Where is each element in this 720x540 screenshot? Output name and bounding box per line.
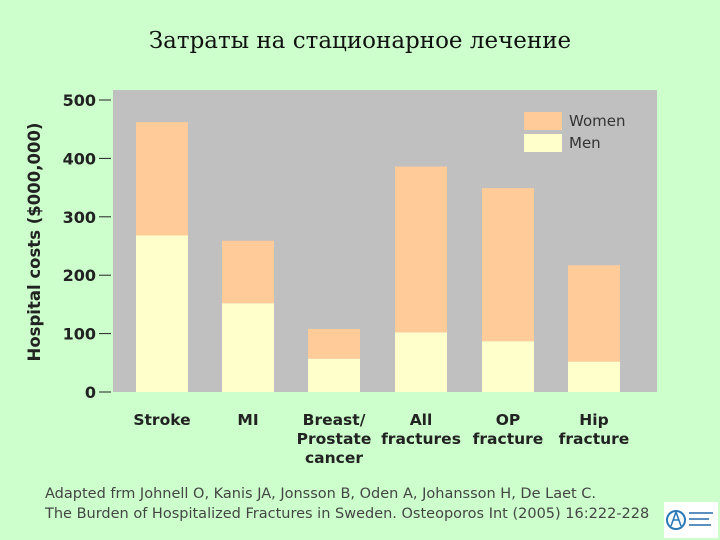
legend-label-men: Men: [569, 134, 601, 152]
bar-women: [136, 122, 188, 236]
x-category-label-line: All: [410, 411, 433, 429]
y-tick-label: 0: [85, 383, 96, 402]
x-category-label-line: fracture: [473, 430, 544, 448]
caption-line-2: The Burden of Hospitalized Fractures in …: [45, 506, 650, 522]
y-tick-label: 100: [63, 325, 96, 344]
bar-men: [395, 332, 447, 392]
x-category-label-line: Prostate: [297, 430, 372, 448]
x-category-label-line: Hip: [579, 411, 608, 429]
y-axis-label: Hospital costs ($000,000): [25, 123, 44, 362]
legend-swatch-men: [524, 134, 562, 152]
y-tick-label: 300: [63, 208, 96, 227]
x-category-label-line: OP: [496, 411, 521, 429]
x-category-label: Hip fracture: [559, 411, 630, 448]
legend-swatch-women: [524, 112, 562, 130]
organization-logo-icon: [664, 502, 718, 538]
x-category-label-line: fractures: [381, 430, 461, 448]
bar-women: [482, 188, 534, 342]
bar-men: [136, 235, 188, 392]
bar-women: [395, 166, 447, 333]
x-category-label: All fractures: [381, 411, 461, 448]
plot-area: [113, 90, 657, 392]
bar-women: [308, 328, 360, 359]
bar-men: [308, 358, 360, 392]
x-category-label: Breast/Prostate cancer: [297, 411, 372, 467]
x-category-label-line: Breast/: [303, 411, 366, 429]
bar-men: [222, 303, 274, 392]
x-category-label: OP fracture: [473, 411, 544, 448]
x-category-label: Stroke: [133, 411, 190, 429]
x-category-label-line: cancer: [305, 449, 363, 467]
bar-women: [568, 265, 620, 362]
x-category-label-line: fracture: [559, 430, 630, 448]
x-category-label-line: Stroke: [133, 411, 190, 429]
y-tick-label: 500: [63, 91, 96, 110]
y-tick-label: 200: [63, 266, 96, 285]
x-category-label: MI: [237, 411, 258, 429]
bar-women: [222, 240, 274, 304]
source-caption: Adapted frm Johnell O, Kanis JA, Jonsson…: [45, 484, 649, 524]
stacked-bar-chart: 0 100 200 300 400 500 Hospital costs ($000,000…: [25, 90, 657, 467]
bar-men: [482, 341, 534, 392]
page-title: Затраты на стационарное лечение: [148, 28, 572, 54]
bar-men: [568, 361, 620, 392]
y-tick-label: 400: [63, 149, 96, 168]
legend-label-women: Women: [569, 112, 625, 130]
x-category-label-line: MI: [237, 411, 258, 429]
caption-line-1: Adapted frm Johnell O, Kanis JA, Jonsson…: [45, 486, 597, 502]
